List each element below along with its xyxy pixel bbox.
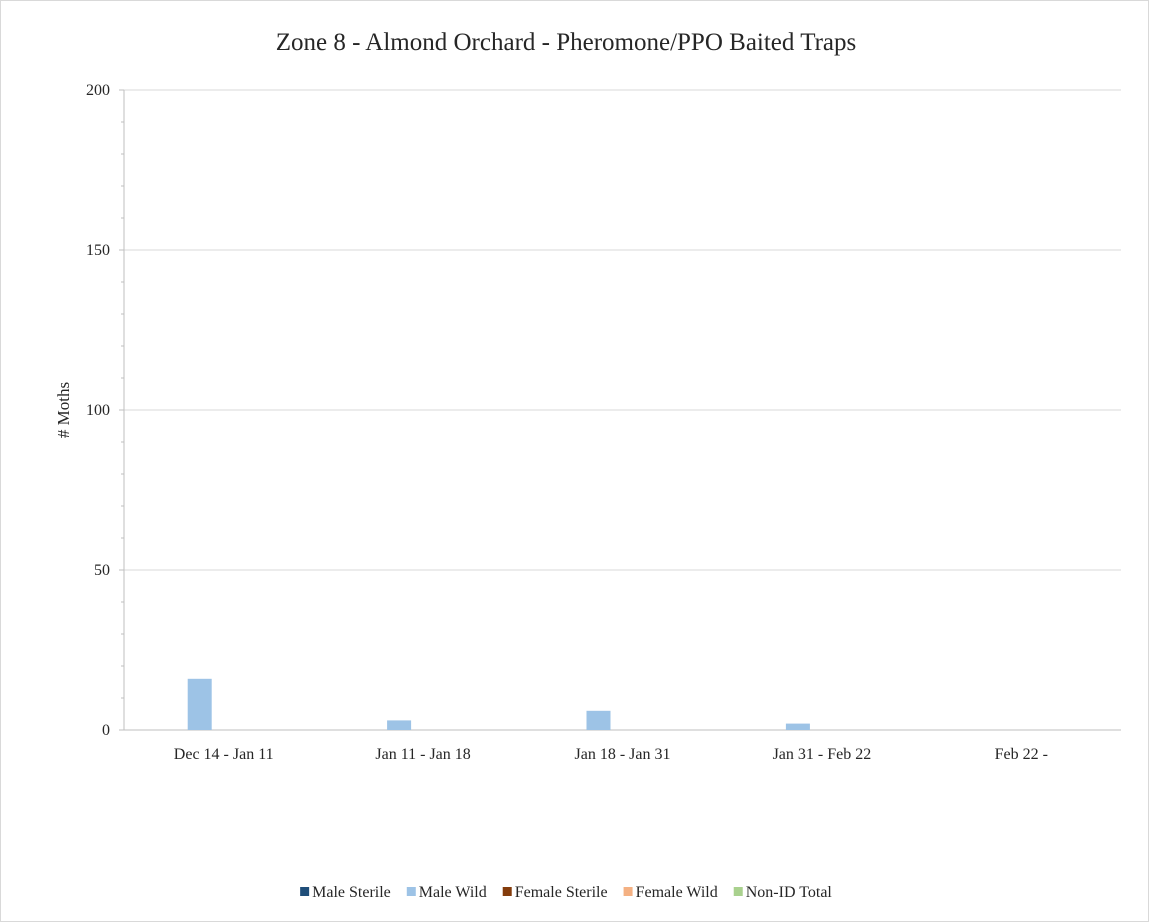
x-tick-labels: Dec 14 - Jan 11 Jan 11 - Jan 18 Jan 18 - J… [174, 746, 1048, 763]
legend-swatch [733, 887, 743, 896]
legend: Male Sterile Male Wild Female Sterile Femal… [300, 884, 832, 901]
x-tick-label: Jan 31 - Feb 22 [773, 746, 872, 763]
chart-title: Zone 8 - Almond Orchard - Pheromone/PPO … [276, 29, 857, 56]
legend-label: Non-ID Total [746, 884, 833, 901]
legend-swatch [502, 887, 512, 896]
y-tick-label: 100 [86, 402, 110, 419]
bar [387, 720, 412, 730]
gridlines [119, 89, 1121, 731]
x-tick-label: Jan 18 - Jan 31 [575, 746, 671, 763]
y-tick-label: 200 [86, 82, 110, 99]
x-tick-label: Feb 22 - [995, 746, 1048, 763]
y-tick-label: 150 [86, 242, 110, 259]
y-tick-labels: 0 50 100 150 200 [86, 82, 110, 739]
legend-label: Male Sterile [312, 884, 391, 901]
legend-swatch [406, 887, 416, 896]
y-tick-label: 0 [102, 722, 110, 739]
x-tick-label: Dec 14 - Jan 11 [174, 746, 274, 763]
legend-swatch [300, 887, 310, 896]
legend-label: Male Wild [419, 884, 487, 901]
x-tick-label: Jan 11 - Jan 18 [375, 746, 470, 763]
bar [187, 678, 212, 730]
bars [187, 678, 810, 730]
axes [123, 90, 1121, 731]
bar [785, 723, 810, 730]
legend-label: Female Wild [636, 884, 718, 901]
y-axis-label: # Moths [54, 382, 73, 438]
legend-swatch [623, 887, 633, 896]
y-tick-label: 50 [94, 562, 110, 579]
bar [586, 710, 611, 730]
legend-label: Female Sterile [515, 884, 608, 901]
